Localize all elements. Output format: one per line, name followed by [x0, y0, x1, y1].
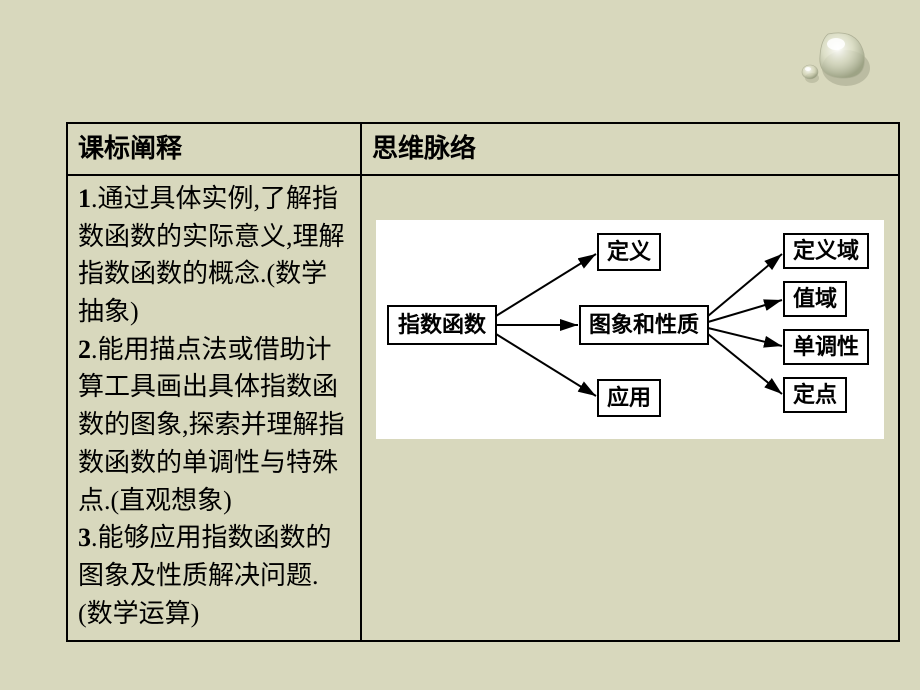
content-cell-left: 1.通过具体实例,了解指数函数的实际意义,理解指数函数的概念.(数学抽象) 2.… — [67, 175, 361, 641]
diagram-root: 指数函数 — [398, 312, 487, 337]
diagram-l3-2: 单调性 — [793, 334, 859, 359]
concept-diagram: 指数函数 定义 图象和性质 应用 定义域 值域 单调性 — [376, 220, 884, 439]
diagram-l2-0: 定义 — [607, 239, 651, 264]
diagram-l2-2: 应用 — [607, 385, 651, 410]
header-left: 课标阐释 — [67, 123, 361, 175]
item-num-2: 2 — [78, 335, 91, 364]
item-num-1: 1 — [78, 184, 91, 213]
main-table: 课标阐释 思维脉络 1.通过具体实例,了解指数函数的实际意义,理解指数函数的概念… — [66, 122, 900, 642]
item-text-3: .能够应用指数函数的图象及性质解决问题.(数学运算) — [78, 523, 332, 627]
water-drop-decoration — [798, 22, 878, 92]
diagram-l2-1: 图象和性质 — [589, 312, 699, 337]
diagram-l3-3: 定点 — [793, 382, 837, 407]
item-num-3: 3 — [78, 523, 91, 552]
header-right: 思维脉络 — [361, 123, 899, 175]
diagram-l3-1: 值域 — [793, 286, 837, 311]
item-text-1: .通过具体实例,了解指数函数的实际意义,理解指数函数的概念.(数学抽象) — [78, 184, 345, 326]
diagram-cell: 指数函数 定义 图象和性质 应用 定义域 值域 单调性 — [361, 175, 899, 641]
item-text-2: .能用描点法或借助计算工具画出具体指数函数的图象,探索并理解指数函数的单调性与特… — [78, 335, 345, 515]
diagram-l3-0: 定义域 — [793, 238, 859, 263]
